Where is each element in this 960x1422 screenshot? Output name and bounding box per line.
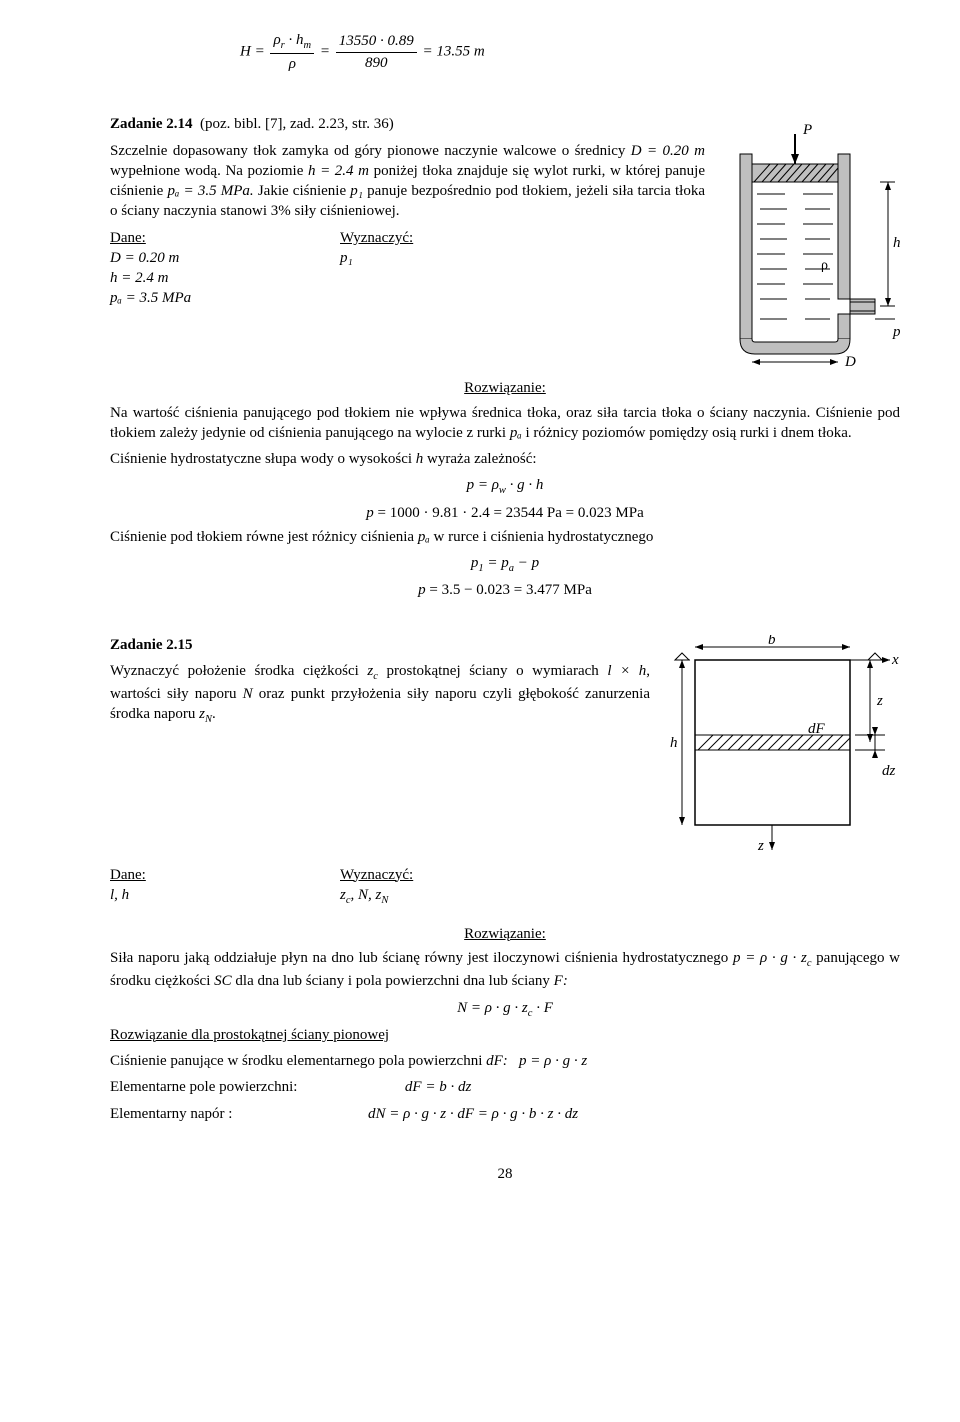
- label-h-rect: h: [670, 735, 678, 751]
- eq-p-num: p = 1000 · 9.81 · 2.4 = 23544 Pa = 0.023…: [110, 503, 900, 523]
- zadanie-214-sol3: Ciśnienie pod tłokiem równe jest różnicy…: [110, 527, 900, 547]
- zadanie-214-title: Zadanie 2.14 (poz. bibl. [7], zad. 2.23,…: [110, 114, 705, 134]
- page-number: 28: [110, 1164, 900, 1184]
- rozwiazanie-214-label: Rozwiązanie:: [110, 378, 900, 398]
- label-z: z: [876, 693, 883, 709]
- eq-N: N = ρ · g · zc · F: [110, 998, 900, 1021]
- zadanie-215-sol2: Ciśnienie panujące w środku elementarneg…: [110, 1051, 900, 1071]
- label-rho: ρ: [821, 258, 828, 273]
- label-P: P: [802, 122, 812, 138]
- label-D: D: [844, 354, 856, 370]
- label-dF: dF: [808, 721, 826, 737]
- zadanie-215-rect: Rozwiązanie dla prostokątnej ściany pion…: [110, 1025, 900, 1045]
- zadanie-214-body: Szczelnie dopasowany tłok zamyka od góry…: [110, 141, 705, 222]
- zadanie-215-dane: Dane: l, h Wyznaczyć: zc, N, zN: [110, 865, 900, 908]
- label-p: p: [892, 324, 900, 340]
- zadanie-215-sol1: Siła naporu jaką oddziałuje płyn na dno …: [110, 948, 900, 991]
- label-b: b: [768, 635, 776, 648]
- eq-p-final: p = 3.5 − 0.023 = 3.477 MPa: [110, 580, 900, 600]
- equation-H: H = ρr · hmρ = 13550 · 0.89890 = 13.55 m: [240, 30, 900, 74]
- rozwiazanie-215-label: Rozwiązanie:: [110, 924, 900, 944]
- label-x: x: [891, 652, 899, 668]
- eq-p-hydro: p = ρw · g · h: [110, 475, 900, 498]
- zadanie-215-title: Zadanie 2.15: [110, 635, 650, 655]
- label-h: h: [893, 235, 900, 251]
- zadanie-215-elem-pole: Elementarne pole powierzchni: dF = b · d…: [110, 1077, 900, 1097]
- zadanie-215-body: Wyznaczyć położenie środka ciężkości zc …: [110, 661, 650, 728]
- zadanie-214-dane: Dane: D = 0.20 m h = 2.4 m pₐ = 3.5 MPa …: [110, 228, 705, 309]
- eq-p1: p1 = pa − p: [110, 553, 900, 576]
- zadanie-214-sol1: Na wartość ciśnienia panującego pod tłok…: [110, 403, 900, 444]
- figure-piston: P ρ: [725, 114, 900, 374]
- label-dz: dz: [882, 763, 896, 779]
- zadanie-215-elem-napor: Elementarny napór : dN = ρ · g · z · dF …: [110, 1104, 900, 1124]
- figure-rect-wall: b x z dF dz h z: [670, 635, 900, 855]
- label-z-axis: z: [757, 838, 764, 854]
- zadanie-214-sol2: Ciśnienie hydrostatyczne słupa wody o wy…: [110, 449, 900, 469]
